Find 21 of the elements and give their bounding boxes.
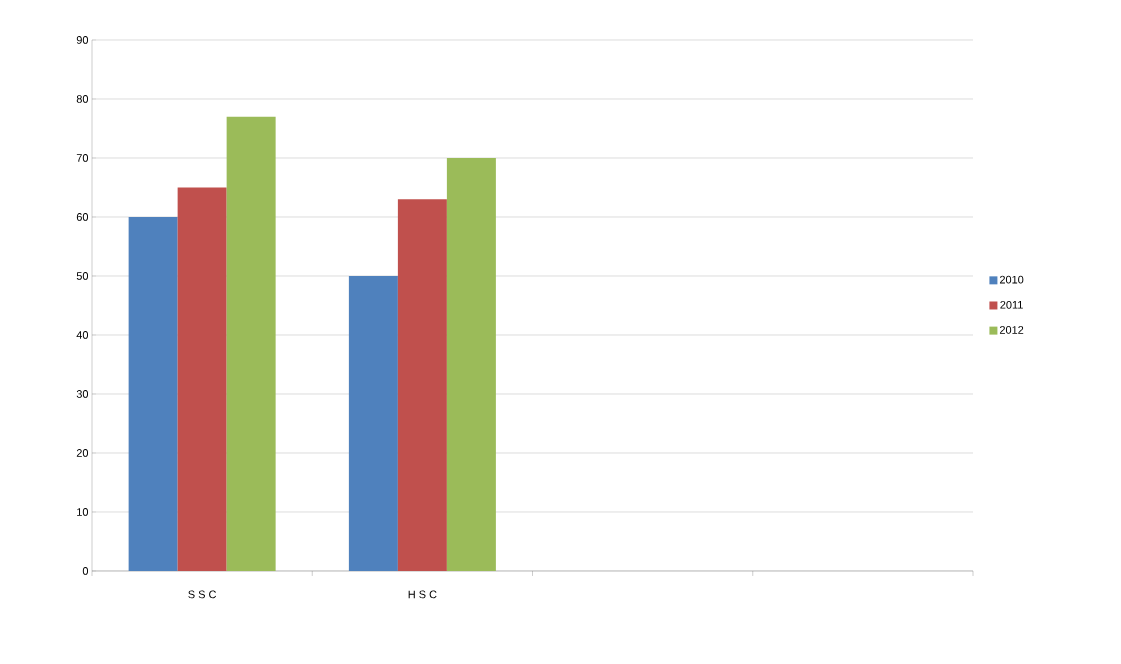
legend-label: 2011 xyxy=(1000,300,1023,309)
y-tick-label: 70 xyxy=(76,154,89,162)
y-tick-label: 40 xyxy=(76,331,89,339)
x-tick-label: S S C xyxy=(188,590,217,599)
bar xyxy=(446,157,496,571)
bar xyxy=(128,216,178,571)
x-tick-label: H S C xyxy=(408,590,437,599)
y-tick-label: 20 xyxy=(76,449,89,457)
legend-label: 2012 xyxy=(999,326,1024,334)
legend-label: 2010 xyxy=(999,275,1024,284)
y-tick-label: 10 xyxy=(77,508,89,516)
y-tick-label: 50 xyxy=(76,272,89,280)
y-tick-label: 30 xyxy=(76,390,89,398)
y-tick-label: 60 xyxy=(76,213,89,221)
y-tick-label: 80 xyxy=(76,95,89,103)
bar xyxy=(397,199,447,571)
y-tick-label: 0 xyxy=(82,567,89,575)
bar xyxy=(348,275,398,571)
bar xyxy=(177,187,227,571)
y-tick-label: 90 xyxy=(76,36,89,44)
bar xyxy=(226,116,276,571)
